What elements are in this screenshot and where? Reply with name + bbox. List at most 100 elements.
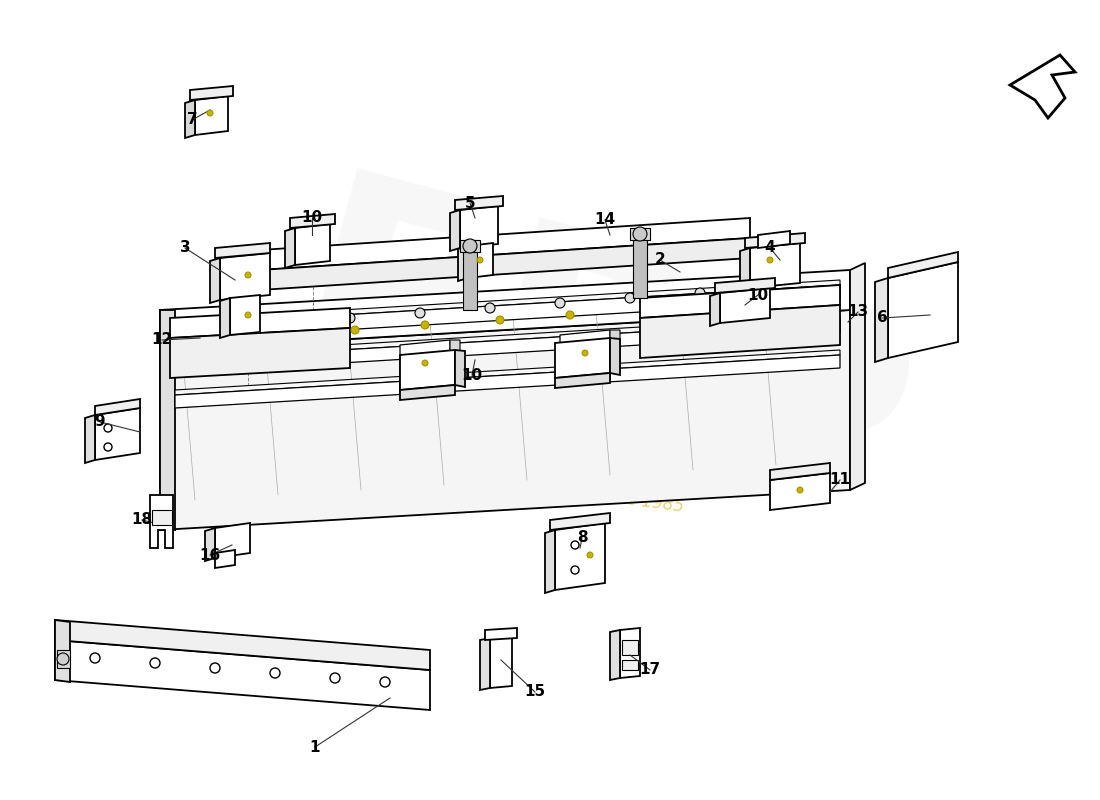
Text: 2: 2: [654, 253, 666, 267]
Polygon shape: [55, 620, 70, 682]
Circle shape: [270, 668, 280, 678]
Polygon shape: [450, 210, 460, 251]
Polygon shape: [740, 248, 750, 291]
Text: 10: 10: [301, 210, 322, 226]
Polygon shape: [185, 100, 195, 138]
Polygon shape: [400, 380, 450, 395]
Polygon shape: [758, 231, 790, 248]
Circle shape: [421, 321, 429, 329]
Polygon shape: [260, 218, 750, 270]
Circle shape: [571, 541, 579, 549]
Polygon shape: [220, 298, 230, 338]
Circle shape: [415, 308, 425, 318]
Polygon shape: [460, 206, 498, 248]
Polygon shape: [560, 370, 610, 385]
Polygon shape: [460, 240, 480, 252]
Text: explodeddiagramparts.com: explodeddiagramparts.com: [417, 429, 724, 491]
Polygon shape: [400, 350, 455, 390]
Circle shape: [632, 227, 647, 241]
Polygon shape: [150, 495, 173, 548]
Polygon shape: [560, 330, 610, 375]
Polygon shape: [480, 638, 490, 690]
Polygon shape: [556, 523, 605, 590]
Polygon shape: [55, 640, 430, 710]
Polygon shape: [485, 628, 517, 640]
Text: a passion for parts since 1985: a passion for parts since 1985: [434, 464, 685, 516]
Circle shape: [625, 293, 635, 303]
Circle shape: [57, 653, 69, 665]
Polygon shape: [556, 373, 610, 388]
Polygon shape: [175, 280, 840, 325]
Polygon shape: [170, 328, 350, 378]
Circle shape: [245, 312, 251, 318]
Polygon shape: [610, 330, 620, 372]
Polygon shape: [720, 288, 770, 323]
Polygon shape: [175, 350, 840, 395]
Polygon shape: [214, 243, 270, 258]
Polygon shape: [205, 528, 214, 561]
Polygon shape: [874, 278, 888, 362]
Polygon shape: [458, 246, 468, 281]
Circle shape: [345, 313, 355, 323]
Polygon shape: [175, 355, 840, 408]
Polygon shape: [750, 243, 800, 288]
Polygon shape: [290, 214, 336, 228]
Circle shape: [695, 288, 705, 298]
Text: 10: 10: [747, 287, 769, 302]
Circle shape: [798, 487, 803, 493]
Polygon shape: [640, 305, 840, 358]
Polygon shape: [550, 513, 610, 530]
Text: 6: 6: [877, 310, 888, 326]
Circle shape: [104, 443, 112, 451]
Polygon shape: [888, 252, 958, 278]
Text: 10: 10: [461, 367, 483, 382]
Polygon shape: [170, 308, 350, 338]
Polygon shape: [468, 243, 493, 278]
Polygon shape: [455, 350, 465, 387]
Polygon shape: [544, 530, 556, 593]
Circle shape: [150, 658, 160, 668]
Circle shape: [351, 326, 359, 334]
Polygon shape: [610, 338, 620, 375]
Circle shape: [582, 350, 588, 356]
Text: 8: 8: [576, 530, 587, 546]
Polygon shape: [621, 640, 638, 655]
Polygon shape: [888, 262, 958, 358]
Polygon shape: [152, 510, 172, 525]
Text: 5: 5: [464, 195, 475, 210]
Polygon shape: [640, 285, 840, 318]
Text: 16: 16: [199, 547, 221, 562]
Polygon shape: [214, 523, 250, 558]
Polygon shape: [621, 660, 638, 670]
Polygon shape: [285, 228, 295, 268]
Text: 7: 7: [187, 113, 197, 127]
Polygon shape: [160, 270, 850, 350]
Polygon shape: [95, 408, 140, 460]
Polygon shape: [400, 340, 450, 385]
Text: 11: 11: [829, 473, 850, 487]
Text: 3: 3: [179, 241, 190, 255]
Polygon shape: [175, 320, 840, 373]
Circle shape: [496, 316, 504, 324]
Polygon shape: [610, 630, 620, 680]
Polygon shape: [715, 278, 775, 293]
Circle shape: [379, 677, 390, 687]
Text: 9: 9: [95, 414, 106, 430]
Polygon shape: [463, 240, 477, 310]
Text: 4: 4: [764, 241, 776, 255]
Polygon shape: [630, 228, 650, 240]
Text: EDP: EDP: [264, 159, 936, 581]
Circle shape: [330, 673, 340, 683]
Polygon shape: [770, 463, 830, 480]
Polygon shape: [195, 96, 228, 135]
Polygon shape: [455, 196, 503, 210]
Circle shape: [210, 663, 220, 673]
Polygon shape: [95, 399, 140, 415]
Circle shape: [245, 272, 251, 278]
Polygon shape: [400, 385, 455, 400]
Circle shape: [104, 424, 112, 432]
Text: 12: 12: [152, 333, 173, 347]
Polygon shape: [55, 620, 430, 670]
Text: 1: 1: [310, 739, 320, 754]
Text: 15: 15: [525, 685, 546, 699]
